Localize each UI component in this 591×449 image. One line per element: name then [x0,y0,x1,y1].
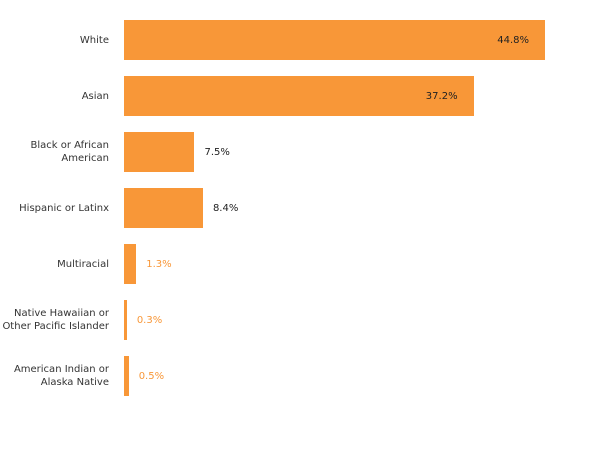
value-label: 0.5% [138,370,165,382]
category-label: Native Hawaiian or Other Pacific Islande… [2,308,109,332]
value-label: 8.4% [212,202,239,214]
bar [124,76,474,116]
value-label: 1.3% [146,258,172,270]
bar [124,132,195,172]
category-label: American Indian or Alaska Native [13,364,109,388]
category-label: Hispanic or Latinx [19,202,109,214]
bar [124,356,129,396]
bar [124,20,545,60]
category-label: Multiracial [57,258,109,270]
category-label: White [79,34,109,46]
category-label: Black or African American [30,140,109,164]
value-label: 44.8% [497,34,529,46]
bar [124,244,137,284]
value-label: 0.3% [136,314,163,326]
bar [124,188,203,228]
bar [124,300,127,340]
value-label: 37.2% [425,90,458,102]
category-label: Asian [81,90,109,102]
value-label: 7.5% [204,146,230,158]
